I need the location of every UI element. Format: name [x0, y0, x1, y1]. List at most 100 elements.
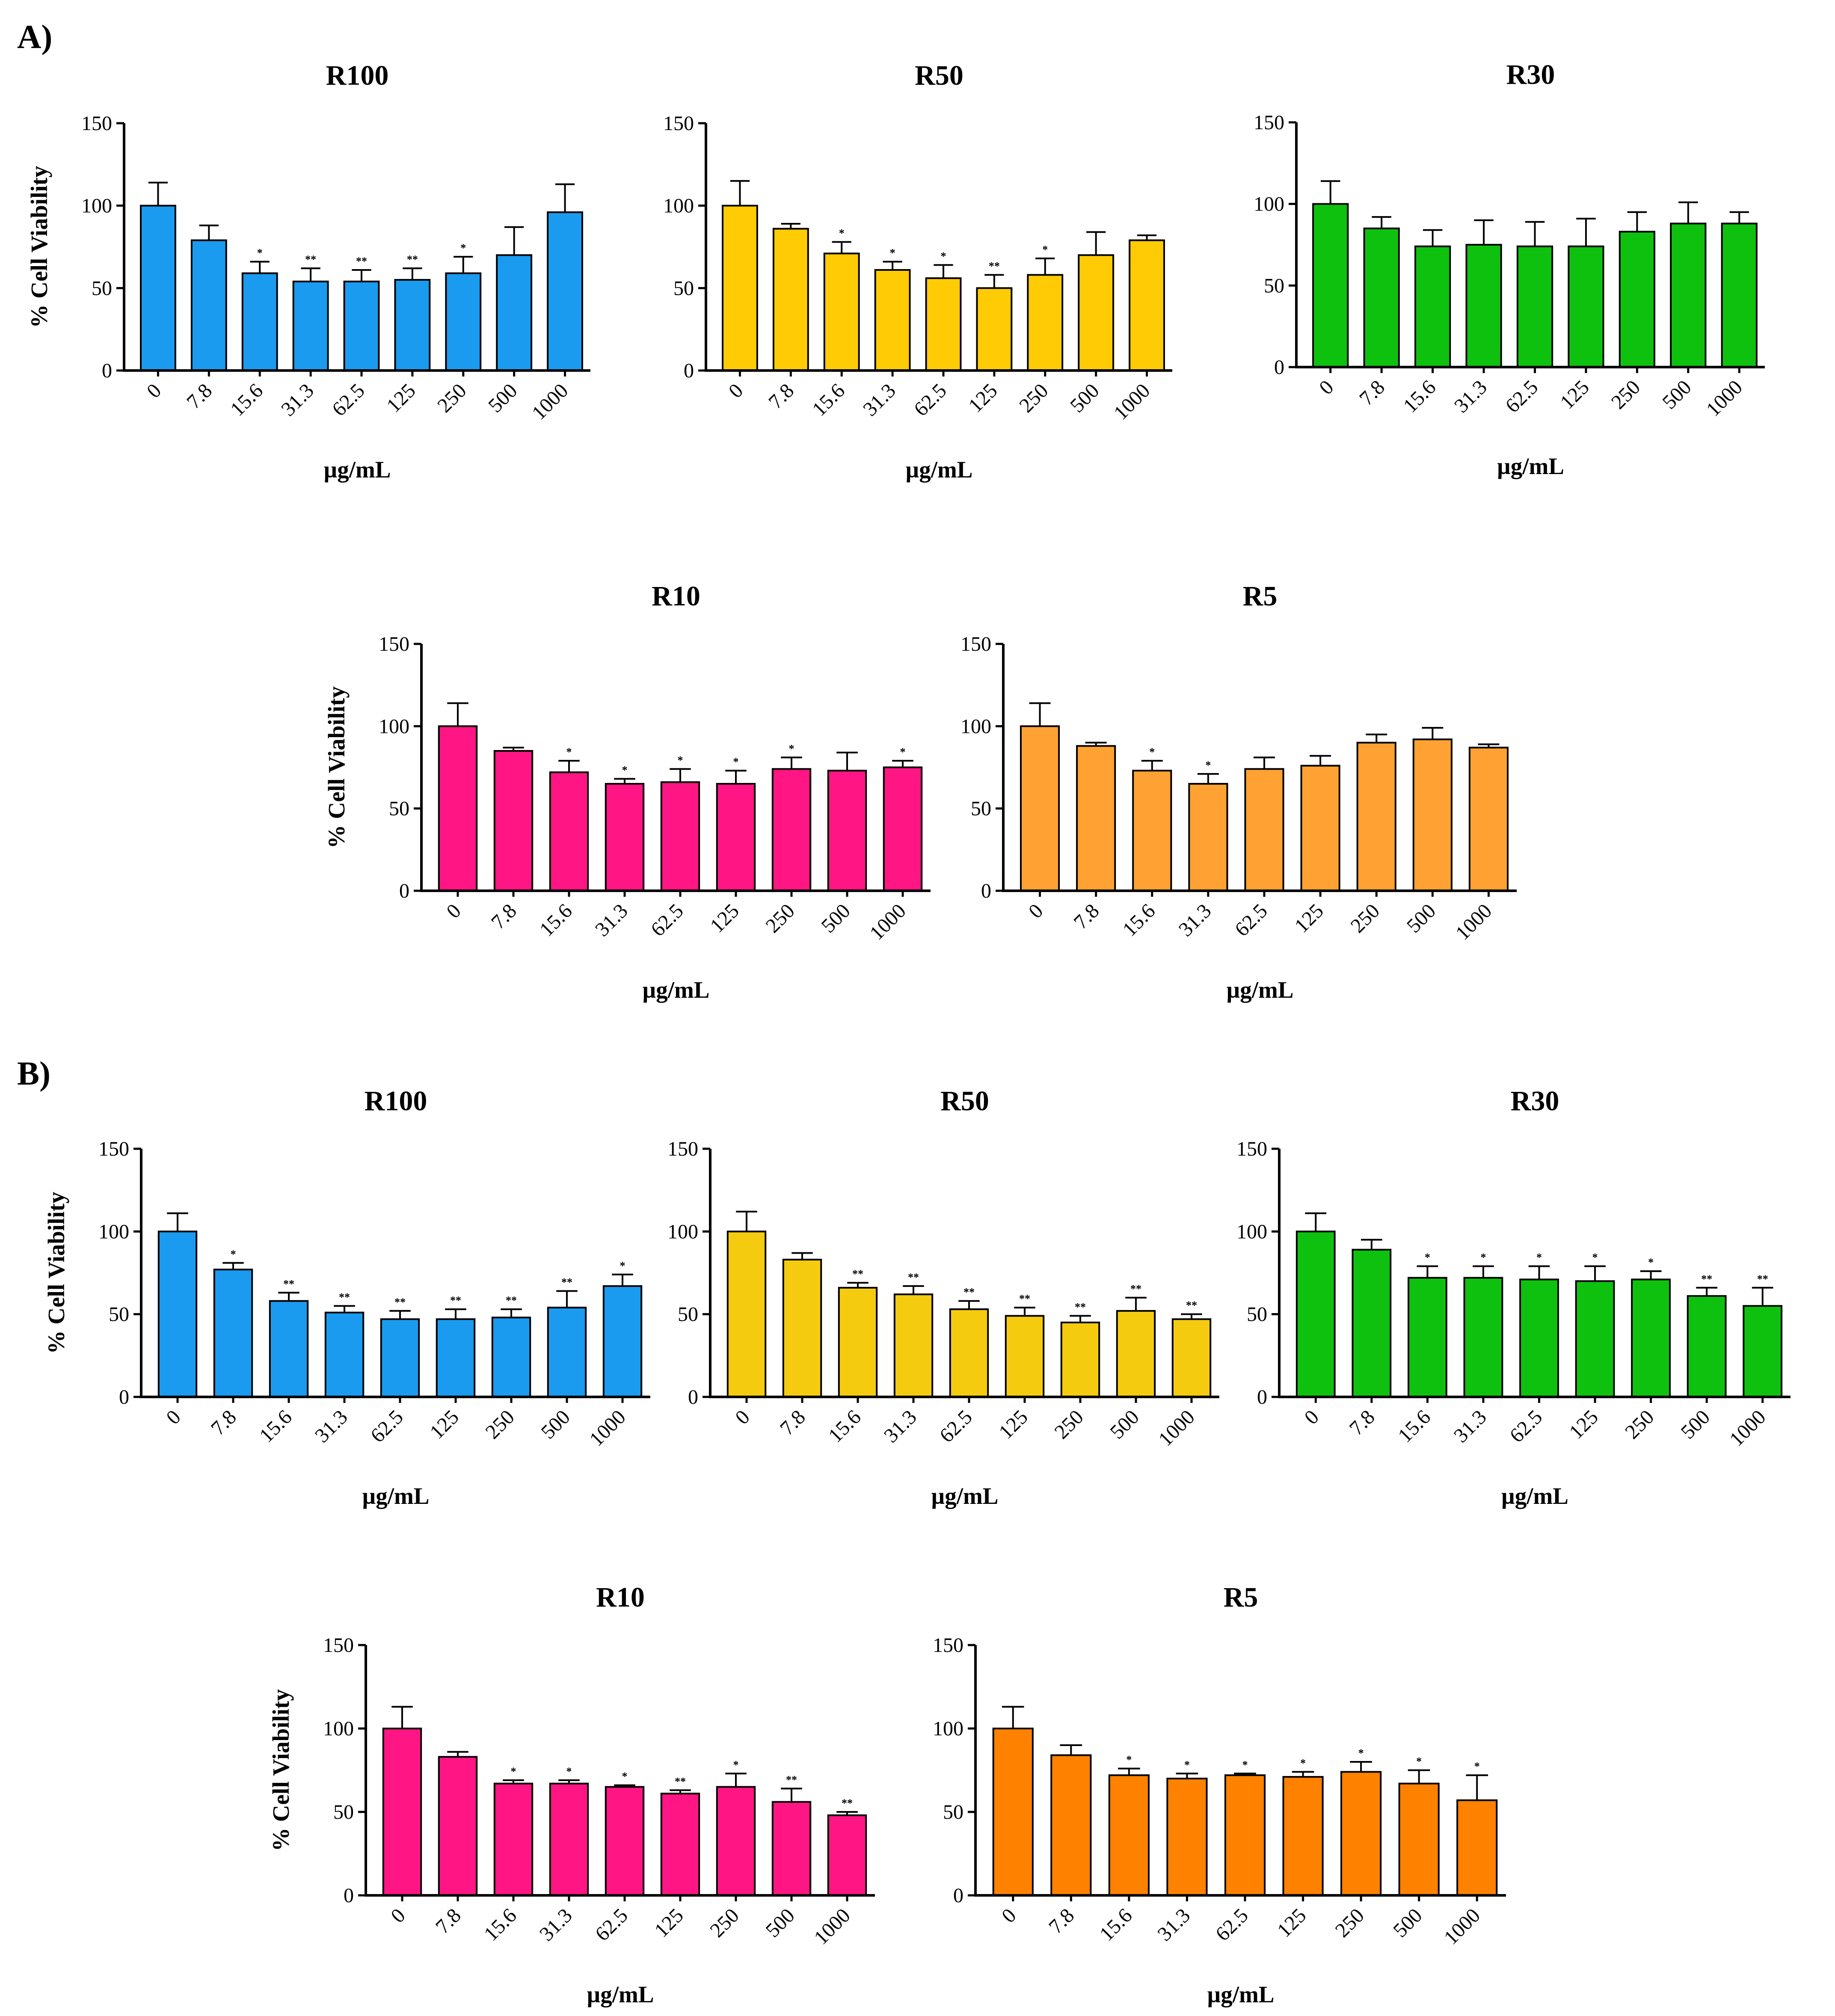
bar	[445, 272, 482, 371]
bar	[1414, 245, 1451, 368]
bar	[1619, 231, 1656, 368]
x-tick-label: 1000	[1725, 1405, 1770, 1450]
bar	[883, 766, 923, 892]
significance-marker: **	[675, 1775, 686, 1788]
x-tick-label: 15.6	[480, 1904, 521, 1945]
x-tick-label: 15.6	[808, 379, 849, 421]
y-axis-title: % Cell Viability	[43, 1192, 69, 1354]
significance-marker: **	[1019, 1293, 1030, 1305]
x-tick-label: 0	[1315, 376, 1338, 399]
bar	[771, 768, 812, 892]
x-axis-title: µg/mL	[587, 1981, 654, 2007]
bar	[660, 781, 700, 892]
x-tick-label: 250	[1621, 1405, 1658, 1443]
y-tick-label: 0	[102, 359, 112, 382]
x-tick-label: 125	[706, 899, 743, 937]
bar	[1129, 239, 1165, 371]
bar	[1721, 222, 1758, 368]
x-tick-label: 31.3	[1174, 899, 1216, 941]
bar	[1132, 770, 1172, 892]
y-tick-label: 50	[92, 277, 112, 299]
bar	[992, 1728, 1034, 1896]
significance-marker: *	[1149, 746, 1155, 758]
significance-marker: **	[506, 1294, 517, 1307]
y-tick-label: 150	[933, 1634, 963, 1657]
x-tick-label: 250	[1607, 376, 1645, 413]
x-tick-label: 250	[761, 899, 799, 937]
bar	[1005, 1315, 1045, 1398]
y-tick-label: 150	[98, 1138, 129, 1160]
significance-marker: **	[786, 1773, 797, 1786]
significance-marker: *	[620, 1260, 626, 1272]
x-tick-label: 250	[433, 379, 471, 417]
chart-panel: R30 0 7.8 15.6 31.3 62.5 125 250 500 1000 0 50 100 15…	[1254, 59, 1765, 479]
y-tick-label: 0	[1274, 356, 1284, 379]
bar	[1575, 1280, 1615, 1398]
x-tick-label: 62.5	[935, 1405, 977, 1447]
x-tick-label: 250	[1331, 1904, 1369, 1942]
y-tick-label: 0	[684, 359, 694, 382]
y-tick-label: 150	[667, 1138, 698, 1160]
bar	[493, 750, 534, 892]
x-tick-label: 31.3	[1450, 1405, 1491, 1447]
x-tick-label: 1000	[1702, 376, 1747, 421]
bar	[1743, 1305, 1783, 1398]
bar	[660, 1793, 700, 1897]
bar	[1670, 222, 1707, 368]
chart-title: R30	[1506, 59, 1555, 90]
x-tick-label: 125	[1565, 1405, 1602, 1443]
significance-marker: **	[339, 1291, 350, 1303]
x-tick-label: 7.8	[431, 1904, 465, 1938]
significance-marker: *	[1184, 1758, 1190, 1771]
bar	[827, 770, 867, 892]
x-tick-label: 15.6	[1118, 899, 1160, 941]
x-tick-label: 500	[1066, 379, 1103, 417]
y-tick-label: 100	[1236, 1220, 1267, 1243]
bar	[1295, 1230, 1336, 1398]
x-tick-label: 1000	[809, 1904, 854, 1949]
bar	[976, 287, 1013, 371]
bar	[157, 1230, 198, 1398]
x-tick-label: 0	[724, 379, 747, 402]
x-tick-label: 7.8	[764, 379, 798, 413]
chart-title: R5	[1243, 581, 1278, 612]
bar	[1108, 1774, 1150, 1897]
bar	[602, 1285, 643, 1398]
bar	[1516, 245, 1553, 368]
bar	[782, 1259, 822, 1398]
bar	[1412, 738, 1453, 892]
significance-marker: *	[622, 1770, 628, 1783]
bar	[190, 239, 227, 371]
x-tick-label: 1000	[865, 899, 910, 944]
bar	[380, 1318, 420, 1398]
significance-marker: **	[283, 1278, 294, 1290]
significance-marker: **	[1701, 1273, 1712, 1285]
chart-title: R100	[326, 60, 389, 91]
x-tick-label: 62.5	[1211, 1904, 1253, 1945]
y-tick-label: 100	[663, 195, 694, 217]
x-tick-label: 1000	[1109, 379, 1154, 424]
significance-marker: **	[842, 1797, 853, 1809]
x-axis-title: µg/mL	[362, 1483, 430, 1509]
x-axis-title: µg/mL	[1501, 1483, 1568, 1509]
significance-marker: *	[566, 1765, 572, 1778]
significance-marker: *	[622, 764, 628, 776]
bar	[547, 211, 583, 371]
y-tick-label: 0	[981, 880, 991, 902]
bar	[1468, 747, 1509, 892]
significance-marker: **	[908, 1271, 919, 1284]
x-tick-label: 31.3	[859, 379, 900, 421]
y-tick-label: 150	[663, 112, 694, 135]
bar	[213, 1269, 253, 1398]
bar	[874, 269, 911, 371]
y-tick-label: 100	[960, 715, 991, 738]
bar	[1166, 1778, 1208, 1896]
x-tick-label: 500	[1389, 1904, 1426, 1942]
bar	[438, 1756, 478, 1896]
bar	[269, 1300, 309, 1398]
x-tick-label: 125	[1273, 1904, 1310, 1942]
